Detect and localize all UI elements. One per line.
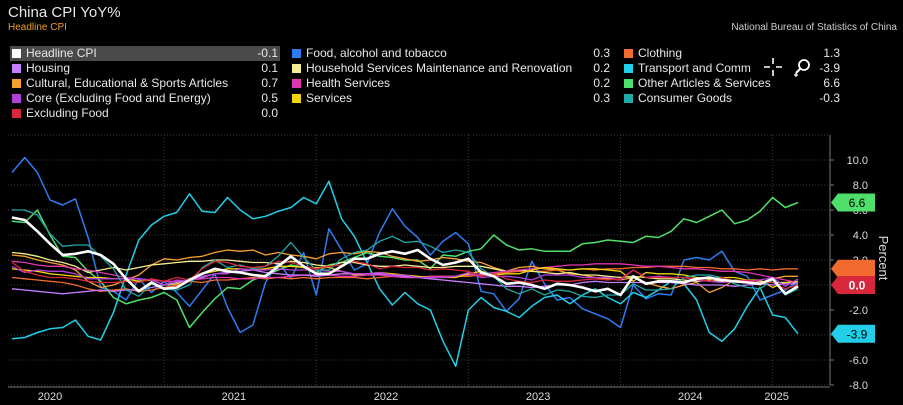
legend-label: Housing [26, 61, 71, 75]
legend-swatch [12, 109, 21, 118]
legend-swatch [292, 49, 301, 58]
x-tick-label: 2020 [38, 391, 62, 403]
value-tag [831, 259, 875, 278]
legend-swatch [12, 49, 21, 58]
legend-label: Consumer Goods [638, 91, 733, 105]
legend-swatch [292, 94, 301, 103]
value-tag [831, 193, 875, 212]
legend-item[interactable]: Services 0.3 [290, 91, 612, 106]
y-tick-label: -2.0 [849, 305, 868, 317]
zoom-in-icon[interactable] [790, 55, 816, 79]
chart-subtitle: Headline CPI [8, 22, 67, 33]
legend-item[interactable]: Consumer Goods -0.3 [622, 91, 842, 106]
legend-label: Food, alcohol and tobacco [306, 46, 447, 60]
x-tick-label: 2023 [526, 391, 550, 403]
source-label: National Bureau of Statistics of China [731, 22, 897, 33]
legend-label: Cultural, Educational & Sports Articles [26, 76, 229, 90]
x-tick-label: 2024 [678, 391, 702, 403]
legend-label: Clothing [638, 46, 683, 60]
legend-swatch [624, 79, 633, 88]
series-line [11, 156, 799, 334]
legend-value: 6.6 [823, 76, 840, 90]
legend-item[interactable]: Transport and Comm -3.9 [622, 61, 842, 76]
value-tag [831, 276, 875, 294]
legend-swatch [12, 79, 21, 88]
legend-value: 0.0 [261, 106, 278, 120]
legend-item[interactable]: Headline CPI -0.1 [10, 46, 280, 61]
series-line [11, 251, 798, 284]
legend-item[interactable]: Excluding Food 0.0 [10, 106, 280, 121]
legend-label: Household Services Maintenance and Renov… [306, 61, 573, 75]
legend-label: Health Services [306, 76, 391, 90]
legend-label: Other Articles & Services [638, 76, 771, 90]
legend-item[interactable]: Housing 0.1 [10, 61, 280, 76]
legend-swatch [624, 64, 633, 73]
series-line [11, 260, 799, 290]
x-tick-label: 2022 [374, 391, 398, 403]
value-tag-label: 6.6 [849, 196, 866, 210]
crosshair-icon[interactable] [760, 55, 786, 79]
series-line [11, 249, 798, 294]
legend-value: 0.3 [593, 46, 610, 60]
legend-swatch [12, 64, 21, 73]
series-line [11, 216, 799, 297]
legend-swatch [292, 64, 301, 73]
legend-value: 1.3 [823, 46, 840, 60]
legend-label: Excluding Food [26, 106, 109, 120]
y-tick-label: 10.0 [847, 155, 868, 167]
legend-swatch [12, 94, 21, 103]
value-tag-label: 0.0 [849, 279, 866, 293]
legend-item[interactable]: Cultural, Educational & Sports Articles 0… [10, 76, 280, 91]
legend-label: Core (Excluding Food and Energy) [26, 91, 211, 105]
x-tick-label: 2025 [764, 391, 788, 403]
x-tick-label: 2021 [222, 391, 246, 403]
legend-item[interactable]: Household Services Maintenance and Renov… [290, 61, 612, 76]
legend-value: 0.3 [593, 91, 610, 105]
value-tag [831, 324, 875, 343]
legend-label: Services [306, 91, 353, 105]
value-tag-label: -3.9 [847, 327, 868, 341]
legend-label: Transport and Comm [638, 61, 751, 75]
legend-value: -3.9 [819, 61, 840, 75]
legend-value: 0.2 [593, 61, 610, 75]
legend-item[interactable]: Clothing 1.3 [622, 46, 842, 61]
y-tick-label: 4.0 [853, 230, 868, 242]
legend-swatch [624, 49, 633, 58]
legend-swatch [292, 79, 301, 88]
legend-value: 0.2 [593, 76, 610, 90]
legend-item[interactable]: Health Services 0.2 [290, 76, 612, 91]
legend-label: Headline CPI [26, 46, 97, 60]
legend-item[interactable]: Core (Excluding Food and Energy) 0.5 [10, 91, 280, 106]
legend-value: -0.3 [819, 91, 840, 105]
legend-item[interactable]: Food, alcohol and tobacco 0.3 [290, 46, 612, 61]
legend-value: -0.1 [257, 46, 278, 60]
series-line [11, 196, 799, 329]
legend-value: 0.7 [261, 76, 278, 90]
y-tick-label: -8.0 [849, 380, 868, 392]
y-axis-label: Percent [876, 236, 891, 281]
y-tick-label: -6.0 [849, 355, 868, 367]
chart-title: China CPI YoY% [8, 4, 121, 21]
legend-swatch [624, 94, 633, 103]
series-line [12, 209, 799, 299]
legend-value: 0.5 [261, 91, 278, 105]
legend-item[interactable]: Other Articles & Services 6.6 [622, 76, 842, 91]
y-tick-label: 8.0 [853, 180, 868, 192]
legend-value: 0.1 [261, 61, 278, 75]
series-line [11, 180, 799, 368]
